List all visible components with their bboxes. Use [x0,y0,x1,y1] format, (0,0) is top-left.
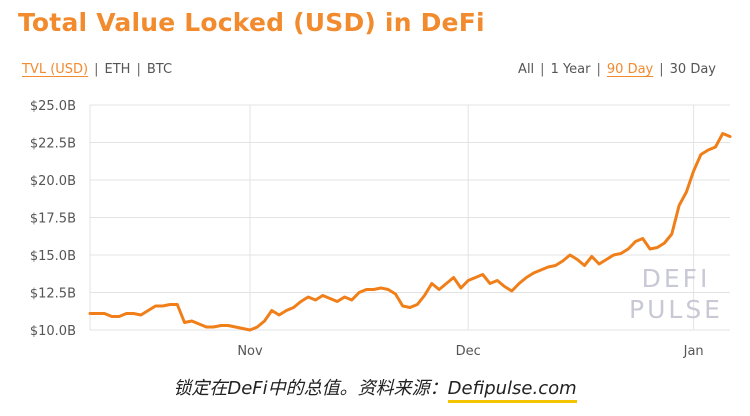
tab-separator: | [596,62,601,77]
tab-range-1-year[interactable]: 1 Year [550,62,591,77]
tab-eth[interactable]: ETH [104,62,131,77]
tab-separator: | [94,62,99,77]
y-tick-label: $20.0B [30,174,76,189]
tab-separator: | [136,62,141,77]
figure-caption: 锁定在DeFi中的总值。资料来源：Defipulse.com [0,374,750,403]
caption-source: Defipulse.com [447,378,577,403]
caption-text: 锁定在DeFi中的总值。资料来源： [173,378,448,399]
tab-range-30-day[interactable]: 30 Day [669,62,716,77]
tvl-line-chart: $10.0B $12.5B $15.0B $17.5B $20.0B $22.5B $25.… [30,99,732,359]
tab-btc[interactable]: BTC [146,62,173,77]
tab-tvl-usd[interactable]: TVL (USD) [22,62,89,77]
metric-tabs: TVL (USD) | ETH | BTC [22,62,172,77]
watermark-text: DEFI [642,264,711,293]
y-tick-label: $22.5B [30,137,76,152]
x-tick-label: Jan [683,344,704,359]
x-tick-label: Dec [456,344,481,359]
x-tick-label: Nov [237,344,263,359]
y-tick-label: $25.0B [30,99,76,114]
y-tick-label: $10.0B [30,324,76,339]
tab-separator: | [540,62,545,77]
tvl-series-line [88,132,732,332]
range-tabs: All | 1 Year | 90 Day | 30 Day [518,62,716,77]
y-tick-label: $17.5B [30,212,76,227]
tab-range-all[interactable]: All [518,62,535,77]
tab-separator: | [659,62,664,77]
chart-title: Total Value Locked (USD) in DeFi [18,8,485,37]
y-tick-label: $15.0B [30,249,76,264]
y-tick-label: $12.5B [30,287,76,302]
tab-range-90-day[interactable]: 90 Day [606,62,654,77]
watermark-text: PULSE [629,295,723,324]
